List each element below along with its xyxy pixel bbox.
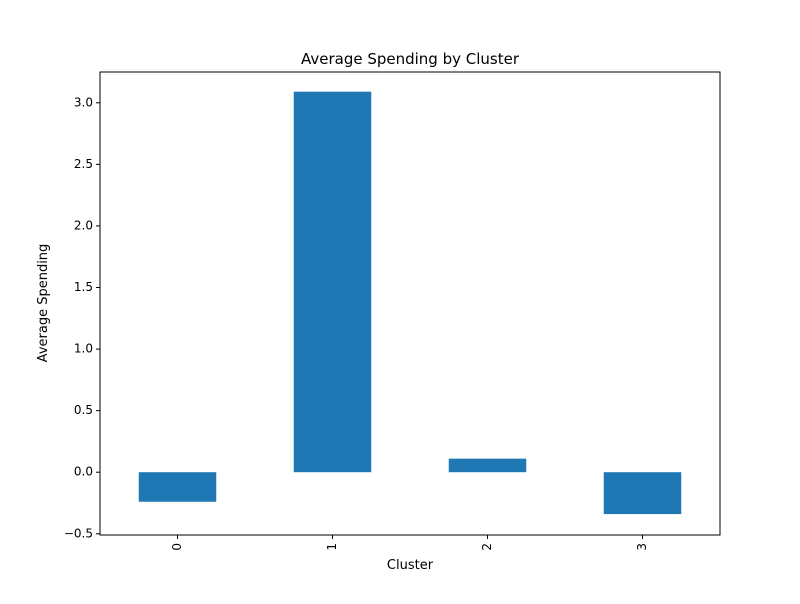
y-tick-label: 3.0 bbox=[74, 95, 93, 109]
x-tick-label: 0 bbox=[170, 543, 184, 551]
chart-title: Average Spending by Cluster bbox=[301, 50, 520, 68]
x-axis-ticks: 0 1 2 3 bbox=[170, 535, 649, 551]
y-tick-label: −0.5 bbox=[64, 526, 93, 540]
y-axis-ticks: −0.5 0.0 0.5 1.0 1.5 2.0 2.5 3.0 bbox=[64, 95, 100, 540]
x-tick-label: 2 bbox=[480, 543, 494, 551]
x-axis-label: Cluster bbox=[387, 558, 434, 573]
y-tick-label: 1.5 bbox=[74, 280, 93, 294]
y-tick-label: 1.0 bbox=[74, 342, 93, 356]
x-tick-label: 3 bbox=[635, 543, 649, 551]
y-axis-label: Average Spending bbox=[36, 244, 51, 363]
y-tick-label: 0.0 bbox=[74, 465, 93, 479]
bar-cluster-2 bbox=[448, 458, 527, 473]
plot-area-frame bbox=[99, 71, 721, 536]
y-tick-label: 0.5 bbox=[74, 403, 93, 417]
y-tick-label: 2.0 bbox=[74, 218, 93, 232]
bar-cluster-0 bbox=[138, 472, 217, 502]
x-tick-label: 1 bbox=[325, 543, 339, 551]
y-tick-label: 2.5 bbox=[74, 157, 93, 171]
bars-layer bbox=[138, 91, 682, 515]
bar-cluster-1 bbox=[293, 91, 372, 473]
bar-cluster-3 bbox=[603, 472, 682, 515]
